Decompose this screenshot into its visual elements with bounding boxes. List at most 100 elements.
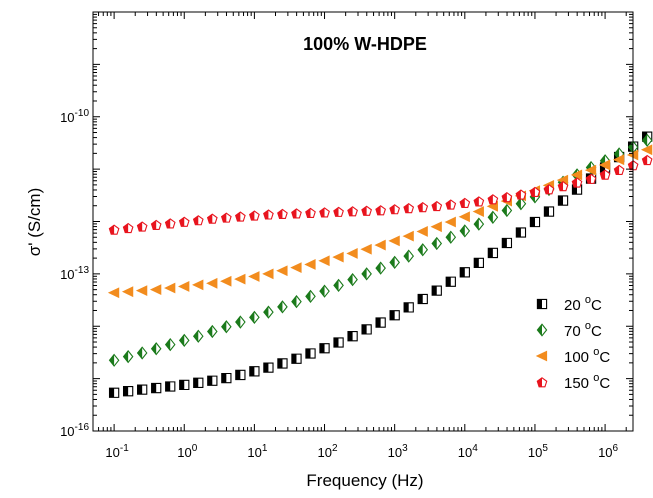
data-point [375,261,386,275]
legend-item: 70 oC [536,320,602,340]
data-point [333,206,344,217]
series-100c [107,144,653,299]
data-point [641,133,653,147]
plot-area [107,131,653,398]
data-point [234,273,246,285]
x-tick-label: 105 [528,443,548,460]
data-point [192,329,204,343]
data-point [417,293,428,305]
data-point [403,249,415,263]
data-point [445,230,457,244]
x-tick-label: 101 [247,443,267,460]
legend-item: 150 oC [536,372,610,392]
data-point [501,203,513,218]
y-axis-title: σ' (S/cm) [25,188,44,257]
data-point [445,276,456,287]
data-point [347,206,358,217]
legend-item: 20 oC [536,294,602,314]
data-point [206,277,218,289]
data-point [375,317,386,328]
data-point [403,203,415,214]
data-point [108,224,120,235]
data-point [361,267,372,281]
data-point [557,181,569,192]
data-point [529,216,541,228]
data-point [305,207,316,218]
data-point [557,195,569,206]
data-point [375,205,387,216]
data-point [430,221,442,233]
data-point [319,343,330,354]
data-point [515,227,527,238]
x-axis-title: Frequency (Hz) [306,471,423,490]
data-point [585,173,597,184]
data-point [263,209,274,220]
data-point [570,169,583,181]
data-point [445,199,457,210]
data-point [529,186,541,198]
data-point [235,369,246,381]
data-point [374,239,386,251]
data-point [165,381,176,392]
data-point [193,377,204,388]
legend-label: 150 oC [564,372,610,392]
legend-marker [536,298,548,310]
data-point [305,348,316,359]
data-point [501,237,513,249]
chart-title: 100% W-HDPE [303,34,427,54]
data-point [416,226,428,237]
data-point [612,154,625,166]
data-point [207,375,218,386]
data-point [459,267,470,278]
legend-label: 100 oC [564,346,610,366]
data-point [107,287,120,299]
legend-marker [536,377,548,388]
data-point [346,248,358,259]
data-point [613,164,625,176]
data-point [487,194,499,205]
y-tick-label: 10-13 [60,265,89,282]
data-point [249,210,260,221]
data-point [402,230,414,242]
data-point [220,212,232,223]
data-point [276,265,288,277]
data-point [571,177,583,188]
x-tick-label: 103 [388,443,408,460]
data-point [234,211,246,222]
data-point [192,279,204,291]
data-point [108,353,120,367]
data-point [444,216,456,228]
data-point [318,255,330,267]
data-point [249,310,260,324]
data-point [291,208,302,219]
data-point [291,353,302,364]
data-point [515,197,527,211]
data-point [598,159,611,171]
data-point [164,218,176,229]
data-point [220,275,232,287]
data-point [277,300,288,314]
legend-label: 70 oC [564,320,602,340]
legend: 20 oC 70 oC 100 oC 150 oC [535,294,610,392]
data-point [417,201,429,213]
y-tick-label: 10-16 [60,422,89,439]
data-point [108,387,120,398]
data-point [515,189,527,200]
data-point [459,224,471,238]
data-point [164,337,176,352]
data-point [122,349,134,364]
series-20c [108,131,653,398]
x-tick-label: 102 [318,443,338,460]
data-point [403,302,414,313]
data-point [319,207,330,218]
y-tick-label: 10-10 [60,108,89,125]
data-point [332,251,344,263]
data-point [599,169,611,180]
data-point [389,255,400,269]
data-point [417,243,429,257]
data-point [149,284,162,295]
data-point [389,310,400,321]
data-point [221,320,232,334]
data-point [431,236,443,251]
